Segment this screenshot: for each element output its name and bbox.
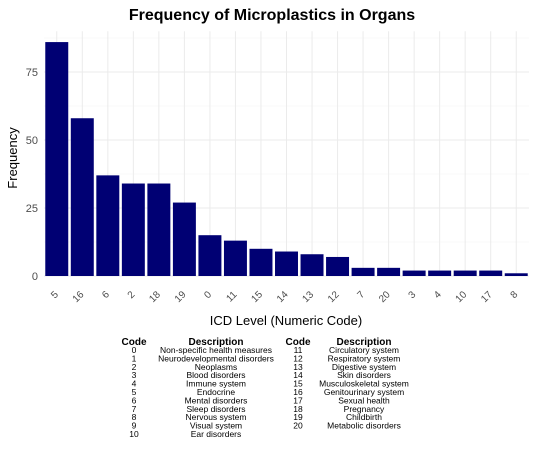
table-description-cell: Neoplasms [195,362,238,372]
table-code-cell: 19 [293,412,303,422]
bar-12 [326,256,350,276]
bar-10 [453,270,477,276]
table-description-cell: Digestive system [332,362,396,372]
bar-18 [147,183,171,276]
table-code-cell: 16 [293,387,303,397]
table-description-cell: Pregnancy [344,404,385,414]
table-description-cell: Genitourinary system [324,387,404,397]
y-tick-labels: 0 25 50 75 [26,67,38,283]
table-description-cell: Sleep disorders [186,404,245,414]
table-header-description-left: Description [188,337,243,348]
bar-8 [504,273,528,276]
bar-19 [172,202,196,276]
table-code-cell: 13 [293,362,303,372]
table-code-cell: 10 [129,429,139,439]
icd-code-table: Code Description Code Description 0 Non-s… [122,337,409,439]
table-code-cell: 18 [293,404,303,414]
table-code-cell: 8 [132,412,137,422]
bar-16 [70,118,94,277]
table-description-cell: Mental disorders [185,395,248,405]
table-header-description-right: Description [336,337,391,348]
table-description-cell: Circulatory system [329,345,399,355]
table-code-cell: 6 [132,395,137,405]
table-description-cell: Blood disorders [186,370,245,380]
y-axis-label: Frequency [5,127,20,189]
x-axis-label: ICD Level (Numeric Code) [210,313,362,328]
table-description-cell: Neurodevelopmental disorders [158,353,274,363]
table-code-cell: 5 [132,387,137,397]
bar-11 [223,240,247,276]
table-description-cell: Ear disorders [191,429,242,439]
bar-4 [428,270,452,276]
table-header-code-left: Code [122,337,147,348]
bar-7 [351,267,375,276]
table-code-cell: 11 [294,345,303,355]
table-code-cell: 2 [132,362,137,372]
table-description-cell: Visual system [190,421,242,431]
table-code-cell: 15 [293,379,303,389]
bar-14 [275,251,298,276]
table-description-cell: Respiratory system [328,353,401,363]
chart-title: Frequency of Microplastics in Organs [129,7,415,24]
table-code-cell: 7 [132,404,137,414]
bar-2 [121,183,145,276]
table-code-cell: 20 [293,421,303,431]
table-rows: 0 Non-specific health measures 1 Neurodevel… [129,345,409,439]
table-code-cell: 4 [132,379,137,389]
table-description-cell: Non-specific health measures [160,345,272,355]
table-header-code-right: Code [286,337,311,348]
table-description-cell: Childbirth [346,412,382,422]
bar-6 [96,175,120,276]
table-code-cell: 0 [132,345,137,355]
bar-0 [198,235,222,276]
bar-13 [300,254,324,276]
bars [45,42,528,277]
table-description-cell: Musculoskeletal system [319,379,409,389]
table-description-cell: Endocrine [197,387,236,397]
table-description-cell: Sexual health [338,395,390,405]
y-tick-label: 25 [26,203,38,215]
table-code-cell: 12 [293,353,303,363]
table-code-cell: 1 [132,353,137,363]
table-description-cell: Immune system [186,379,246,389]
bar-3 [402,270,426,276]
table-description-cell: Skin disorders [337,370,391,380]
bar-15 [249,248,273,276]
bar-20 [377,267,401,276]
y-tick-label: 0 [32,271,38,283]
bar-5 [45,42,69,276]
y-tick-label: 50 [26,135,38,147]
table-description-cell: Nervous system [186,412,247,422]
bar-17 [479,270,503,276]
table-code-cell: 9 [132,421,137,431]
y-tick-label: 75 [26,67,38,79]
table-code-cell: 17 [293,395,303,405]
table-code-cell: 14 [293,370,303,380]
table-description-cell: Metabolic disorders [327,421,401,431]
table-code-cell: 3 [132,370,137,380]
